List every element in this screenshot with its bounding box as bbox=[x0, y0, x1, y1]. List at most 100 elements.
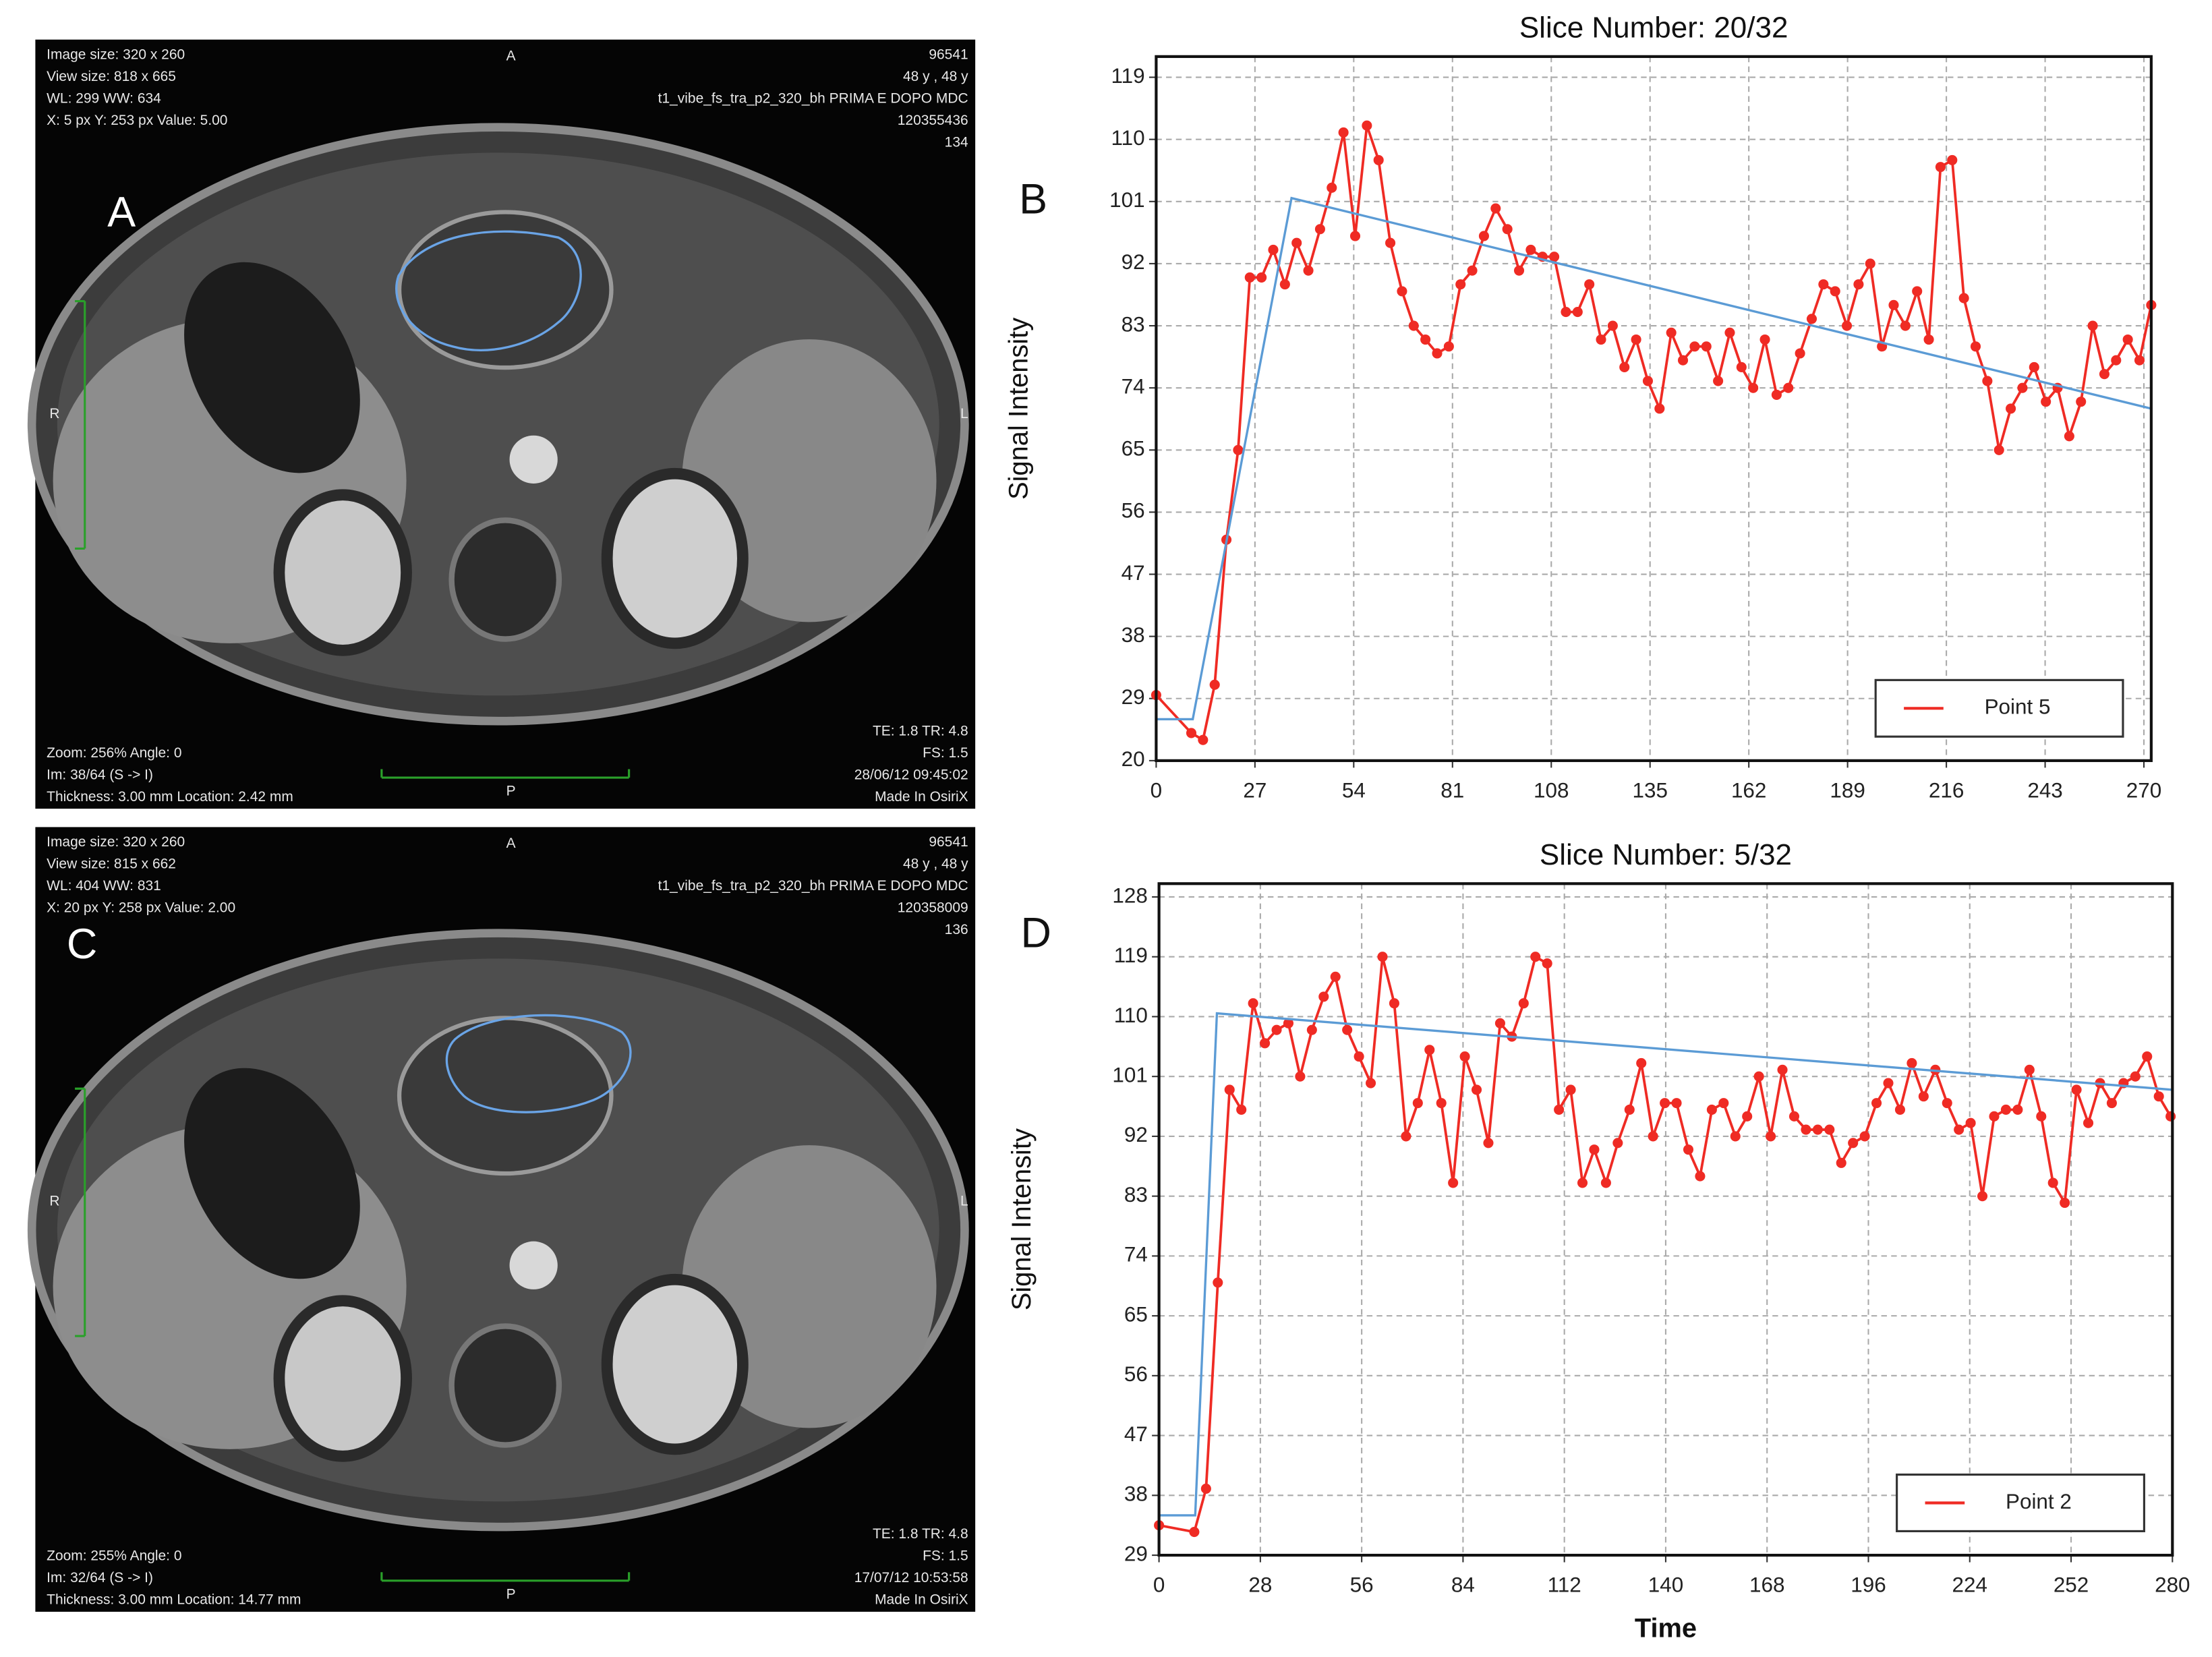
data-point bbox=[1993, 444, 2004, 455]
data-point bbox=[2012, 1104, 2023, 1115]
data-point bbox=[1865, 258, 1875, 269]
data-point bbox=[1777, 1064, 1788, 1075]
y-tick-label: 119 bbox=[1111, 64, 1145, 88]
stomach bbox=[397, 1016, 614, 1176]
data-point bbox=[1859, 1131, 1870, 1142]
data-point bbox=[2017, 382, 2028, 393]
data-point bbox=[1377, 952, 1388, 962]
x-tick-label: 224 bbox=[1952, 1573, 1987, 1596]
y-tick-label: 74 bbox=[1122, 374, 1145, 398]
kidney-left bbox=[601, 1273, 749, 1455]
panel-label: B bbox=[1019, 175, 1047, 223]
data-point bbox=[1894, 1104, 1906, 1115]
data-point bbox=[1853, 279, 1864, 290]
overlay-text: 17/07/12 10:53:58 bbox=[854, 1570, 968, 1586]
data-point bbox=[2134, 355, 2145, 366]
overlay-text: X: 5 px Y: 253 px Value: 5.00 bbox=[47, 113, 227, 128]
overlay-text: 134 bbox=[945, 134, 968, 150]
data-point bbox=[1801, 1124, 1811, 1135]
data-point bbox=[1408, 320, 1419, 331]
data-point bbox=[1596, 334, 1606, 345]
data-point bbox=[1213, 1277, 1223, 1288]
overlay-text: t1_vibe_fs_tra_p2_320_bh PRIMA E DOPO MD… bbox=[658, 878, 968, 894]
overlay-text: View size: 818 x 665 bbox=[47, 69, 176, 84]
data-point bbox=[1256, 272, 1267, 283]
data-point bbox=[1888, 299, 1899, 310]
y-tick-label: 20 bbox=[1122, 747, 1145, 771]
data-point bbox=[1295, 1071, 1306, 1082]
kidney-left bbox=[601, 467, 749, 649]
data-point bbox=[1636, 1057, 1647, 1069]
data-point bbox=[1589, 1144, 1600, 1155]
data-point bbox=[1982, 376, 1993, 386]
data-point bbox=[1271, 1024, 1282, 1035]
data-point bbox=[1683, 1144, 1694, 1155]
data-point bbox=[1753, 1071, 1764, 1082]
data-point bbox=[1401, 1131, 1411, 1142]
overlay-text: FS: 1.5 bbox=[923, 1548, 968, 1564]
data-point bbox=[1385, 237, 1396, 248]
x-tick-label: 28 bbox=[1248, 1573, 1272, 1596]
ruler-left bbox=[75, 299, 86, 550]
data-point bbox=[1373, 154, 1384, 165]
data-point bbox=[1654, 403, 1665, 414]
orientation-label: A bbox=[506, 836, 516, 851]
data-point bbox=[1935, 162, 1946, 173]
chart-title: Slice Number: 20/32 bbox=[1519, 11, 1788, 45]
data-point bbox=[1513, 265, 1525, 276]
y-tick-label: 83 bbox=[1124, 1183, 1148, 1207]
data-point bbox=[1572, 307, 1583, 318]
data-point bbox=[2083, 1117, 2094, 1128]
overlay-text: 120358009 bbox=[898, 900, 968, 915]
data-point bbox=[1279, 279, 1290, 290]
data-point bbox=[2122, 334, 2133, 345]
data-point bbox=[2024, 1064, 2035, 1075]
plot-frame bbox=[1157, 882, 2174, 1557]
roi-outline bbox=[395, 230, 582, 351]
orientation-label: P bbox=[506, 1586, 516, 1602]
overlay-text: Made In OsiriX bbox=[875, 1592, 968, 1608]
data-point bbox=[1448, 1178, 1459, 1188]
data-point bbox=[2029, 361, 2039, 372]
y-tick-label: 29 bbox=[1122, 685, 1145, 709]
data-point bbox=[1677, 355, 1689, 366]
data-point bbox=[2041, 397, 2051, 407]
x-tick-label: 0 bbox=[1153, 1573, 1165, 1596]
y-tick-label: 92 bbox=[1122, 250, 1145, 274]
data-point bbox=[1771, 389, 1782, 400]
data-point bbox=[1494, 1018, 1505, 1028]
mri-image: Image size: 320 x 260 View size: 818 x 66… bbox=[27, 39, 976, 809]
overlay-text: WL: 299 WW: 634 bbox=[47, 90, 161, 106]
overlay-text: Thickness: 3.00 mm Location: 2.42 mm bbox=[47, 789, 293, 805]
y-tick-label: 110 bbox=[1114, 1004, 1148, 1027]
overlay-text: 96541 bbox=[929, 47, 968, 62]
data-point bbox=[1871, 1098, 1882, 1109]
aorta bbox=[509, 1241, 558, 1289]
orientation-label: L bbox=[960, 406, 968, 421]
data-point bbox=[1518, 998, 1529, 1009]
overlay-text: X: 20 px Y: 258 px Value: 2.00 bbox=[47, 900, 235, 915]
data-point bbox=[2071, 1084, 2082, 1095]
data-point bbox=[1965, 1117, 1976, 1128]
data-point bbox=[1436, 1098, 1447, 1109]
x-tick-label: 270 bbox=[2126, 778, 2161, 802]
overlay-text: 48 y , 48 y bbox=[903, 856, 968, 871]
roi-outline bbox=[445, 1014, 632, 1113]
data-point bbox=[2076, 397, 2087, 407]
data-point bbox=[1397, 286, 1407, 297]
data-point bbox=[2036, 1111, 2047, 1122]
y-tick-label: 83 bbox=[1122, 312, 1145, 336]
stomach bbox=[397, 210, 614, 370]
data-point bbox=[1701, 341, 1712, 352]
x-axis-label: Time bbox=[1635, 1614, 1697, 1644]
x-tick-label: 0 bbox=[1151, 778, 1162, 802]
orientation-label: L bbox=[960, 1193, 968, 1209]
y-tick-label: 47 bbox=[1122, 561, 1145, 585]
y-tick-label: 29 bbox=[1124, 1542, 1148, 1565]
data-point bbox=[2000, 1104, 2011, 1115]
data-point bbox=[1970, 341, 1981, 352]
data-point bbox=[1900, 320, 1911, 331]
data-point bbox=[1600, 1178, 1611, 1188]
data-point bbox=[1648, 1131, 1658, 1142]
